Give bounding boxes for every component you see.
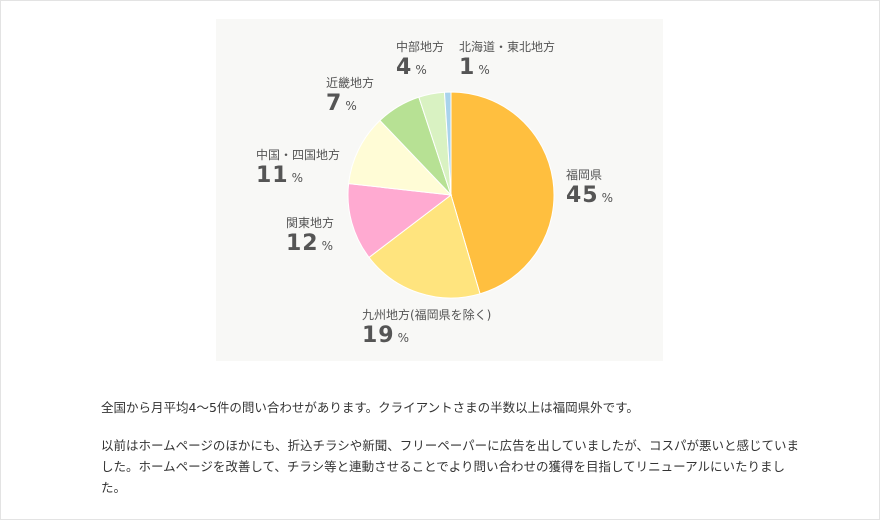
label-kanto: 関東地方 12%	[286, 215, 334, 257]
label-chubu-name: 中部地方	[396, 40, 445, 54]
pie-chart-panel: 福岡県 45% 九州地方(福岡県を除く) 19% 関東地方 12% 中国・四国地…	[216, 19, 663, 361]
pie-slice-6	[443, 91, 452, 196]
paragraph-inquiries: 全国から月平均4〜5件の問い合わせがあります。クライアントさまの半数以上は福岡県…	[101, 400, 639, 415]
label-kanto-value: 12	[286, 231, 319, 256]
label-kanto-unit: %	[321, 239, 334, 253]
pie-slice-2	[347, 183, 453, 259]
label-fukuoka-unit: %	[601, 191, 614, 205]
label-hokkaido-tohoku-name: 北海道・東北地方	[459, 40, 556, 54]
label-fukuoka-name: 福岡県	[566, 168, 603, 182]
paragraph-renewal: 以前はホームページのほかにも、折込チラシや新聞、フリーペーパーに広告を出していま…	[101, 438, 800, 495]
label-chubu-unit: %	[415, 63, 427, 77]
label-chugoku-shikoku-name: 中国・四国地方	[256, 148, 341, 162]
label-kanto-name: 関東地方	[286, 216, 335, 230]
label-kyushu-unit: %	[397, 331, 410, 345]
pie-slice-0	[450, 91, 555, 295]
label-kyushu-name: 九州地方(福岡県を除く)	[362, 308, 492, 322]
label-kinki: 近畿地方 7%	[326, 75, 374, 117]
label-kinki-name: 近畿地方	[326, 76, 375, 90]
label-chugoku-shikoku: 中国・四国地方 11%	[256, 147, 340, 189]
label-kyushu-value: 19	[362, 323, 395, 348]
label-kinki-value: 7	[326, 91, 343, 116]
label-chugoku-shikoku-unit: %	[291, 171, 304, 185]
label-fukuoka: 福岡県 45%	[566, 167, 613, 209]
description-text: 全国から月平均4〜5件の問い合わせがあります。クライアントさまの半数以上は福岡県…	[101, 397, 801, 515]
pie-chart	[347, 91, 555, 299]
pie-slice-1	[368, 194, 481, 299]
label-chugoku-shikoku-value: 11	[256, 163, 289, 188]
label-chubu-value: 4	[396, 55, 413, 80]
label-fukuoka-value: 45	[566, 183, 599, 208]
label-kyushu: 九州地方(福岡県を除く) 19%	[362, 307, 491, 349]
label-kinki-unit: %	[345, 99, 357, 113]
pie-slice-3	[348, 119, 453, 196]
label-hokkaido-tohoku: 北海道・東北地方 1%	[459, 39, 555, 81]
label-hokkaido-tohoku-unit: %	[478, 63, 490, 77]
label-chubu: 中部地方 4%	[396, 39, 444, 81]
label-hokkaido-tohoku-value: 1	[459, 55, 476, 80]
